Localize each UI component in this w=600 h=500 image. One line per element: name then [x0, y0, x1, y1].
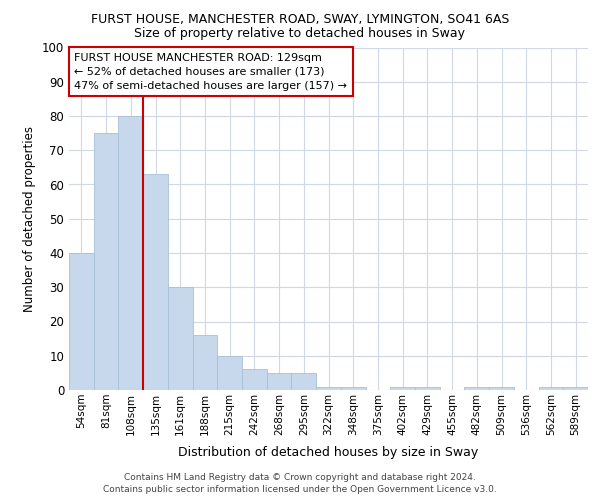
- Bar: [292, 373, 316, 390]
- Bar: [193, 335, 217, 390]
- Bar: [69, 253, 94, 390]
- Bar: [143, 174, 168, 390]
- Bar: [415, 386, 440, 390]
- Bar: [390, 386, 415, 390]
- Bar: [118, 116, 143, 390]
- Bar: [489, 386, 514, 390]
- Bar: [267, 373, 292, 390]
- Text: Size of property relative to detached houses in Sway: Size of property relative to detached ho…: [134, 28, 466, 40]
- Bar: [242, 370, 267, 390]
- Bar: [316, 386, 341, 390]
- Text: Contains public sector information licensed under the Open Government Licence v3: Contains public sector information licen…: [103, 485, 497, 494]
- Bar: [539, 386, 563, 390]
- Bar: [217, 356, 242, 390]
- Text: Contains HM Land Registry data © Crown copyright and database right 2024.: Contains HM Land Registry data © Crown c…: [124, 472, 476, 482]
- Bar: [563, 386, 588, 390]
- Text: FURST HOUSE, MANCHESTER ROAD, SWAY, LYMINGTON, SO41 6AS: FURST HOUSE, MANCHESTER ROAD, SWAY, LYMI…: [91, 12, 509, 26]
- Bar: [464, 386, 489, 390]
- Bar: [94, 133, 118, 390]
- Text: FURST HOUSE MANCHESTER ROAD: 129sqm
← 52% of detached houses are smaller (173)
4: FURST HOUSE MANCHESTER ROAD: 129sqm ← 52…: [74, 52, 347, 90]
- Y-axis label: Number of detached properties: Number of detached properties: [23, 126, 37, 312]
- X-axis label: Distribution of detached houses by size in Sway: Distribution of detached houses by size …: [178, 446, 479, 459]
- Bar: [341, 386, 365, 390]
- Bar: [168, 287, 193, 390]
